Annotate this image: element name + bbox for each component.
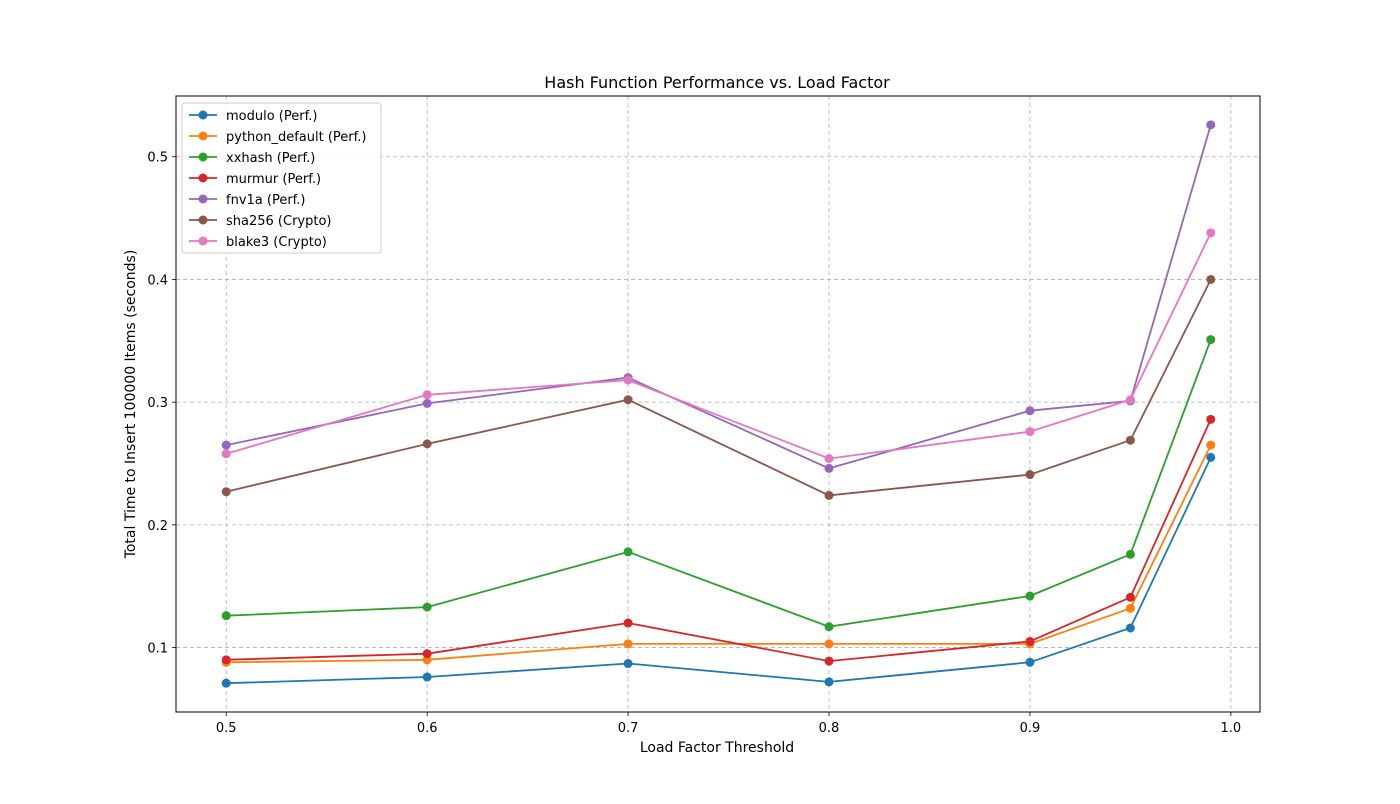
data-point bbox=[1125, 603, 1135, 613]
data-point bbox=[1125, 395, 1135, 405]
data-point bbox=[623, 375, 633, 385]
series-line bbox=[225, 232, 1212, 460]
data-point bbox=[824, 622, 834, 632]
data-point bbox=[1125, 549, 1135, 559]
y-tick-label: 0.1 bbox=[147, 642, 168, 657]
data-point bbox=[623, 547, 633, 557]
data-point bbox=[221, 487, 231, 497]
legend-label: blake3 (Crypto) bbox=[226, 235, 327, 250]
legend-label: fnv1a (Perf.) bbox=[226, 193, 306, 208]
plot-area-frame bbox=[175, 95, 1261, 713]
legend: modulo (Perf.) python_default (Perf.) xxha… bbox=[181, 102, 382, 254]
data-point bbox=[422, 398, 432, 408]
legend-item: sha256 (Crypto) bbox=[189, 214, 332, 229]
x-tick-label: 0.6 bbox=[417, 721, 438, 736]
chart-title: Hash Function Performance vs. Load Facto… bbox=[544, 73, 890, 92]
y-tick-label: 0.2 bbox=[147, 519, 168, 534]
data-point bbox=[824, 463, 834, 473]
legend-item: python_default (Perf.) bbox=[189, 130, 366, 145]
series-5 bbox=[221, 274, 1216, 500]
series-line bbox=[225, 279, 1212, 497]
data-point bbox=[1125, 592, 1135, 602]
x-tick-label: 0.8 bbox=[819, 721, 840, 736]
series-6 bbox=[221, 228, 1216, 464]
data-point bbox=[422, 390, 432, 400]
series-line bbox=[226, 444, 1212, 664]
legend-item: fnv1a (Perf.) bbox=[189, 193, 306, 208]
data-point bbox=[1206, 120, 1216, 130]
data-point bbox=[1025, 470, 1035, 480]
legend-marker-swatch bbox=[198, 173, 208, 183]
legend-marker-swatch bbox=[198, 215, 208, 225]
x-tick-label: 0.7 bbox=[618, 721, 639, 736]
data-point bbox=[623, 639, 633, 649]
data-point bbox=[1206, 335, 1216, 345]
data-point bbox=[221, 678, 231, 688]
data-point bbox=[1125, 435, 1135, 445]
data-point bbox=[221, 655, 231, 665]
data-point bbox=[824, 656, 834, 666]
axes: 0.5 0.6 0.7 0.8 0.9 1.0 0.1 0.2 0.3 0.4 0.5 bbox=[147, 95, 1261, 736]
x-tick-label: 0.5 bbox=[216, 721, 237, 736]
y-tick-label: 0.5 bbox=[147, 151, 168, 166]
data-point bbox=[623, 395, 633, 405]
data-point bbox=[1206, 440, 1216, 450]
data-point bbox=[221, 611, 231, 621]
data-point bbox=[422, 672, 432, 682]
series-line bbox=[226, 418, 1212, 663]
data-point bbox=[1206, 452, 1216, 462]
legend-marker-swatch bbox=[198, 194, 208, 204]
y-tick-label: 0.4 bbox=[147, 273, 168, 288]
legend-item: blake3 (Crypto) bbox=[189, 235, 327, 250]
x-tick-label: 0.9 bbox=[1020, 721, 1041, 736]
legend-label: xxhash (Perf.) bbox=[226, 151, 315, 166]
y-axis-label: Total Time to Insert 100000 Items (secon… bbox=[123, 250, 139, 560]
data-point bbox=[824, 639, 834, 649]
legend-marker-swatch bbox=[198, 236, 208, 246]
data-point bbox=[422, 649, 432, 659]
series-line bbox=[226, 457, 1212, 685]
legend-marker-swatch bbox=[198, 110, 208, 120]
legend-label: modulo (Perf.) bbox=[226, 109, 317, 124]
data-point bbox=[1025, 591, 1035, 601]
series-2 bbox=[221, 335, 1216, 632]
legend-marker-swatch bbox=[198, 131, 208, 141]
series-line bbox=[226, 339, 1212, 628]
data-point bbox=[1206, 274, 1216, 284]
data-point bbox=[422, 602, 432, 612]
data-point bbox=[623, 659, 633, 669]
series-1 bbox=[221, 440, 1216, 667]
series-0 bbox=[221, 452, 1216, 688]
data-point bbox=[422, 439, 432, 449]
legend-item: murmur (Perf.) bbox=[189, 172, 321, 187]
data-point bbox=[1206, 414, 1216, 424]
legend-label: sha256 (Crypto) bbox=[226, 214, 332, 229]
data-point bbox=[623, 618, 633, 628]
data-point bbox=[221, 449, 231, 459]
series-lines bbox=[221, 120, 1216, 688]
x-tick-label: 1.0 bbox=[1221, 721, 1242, 736]
data-point bbox=[1125, 623, 1135, 633]
data-point bbox=[824, 454, 834, 464]
data-point bbox=[1025, 636, 1035, 646]
legend-label: murmur (Perf.) bbox=[226, 172, 321, 187]
legend-marker-swatch bbox=[198, 152, 208, 162]
data-point bbox=[221, 440, 231, 450]
data-point bbox=[1025, 657, 1035, 667]
data-point bbox=[824, 490, 834, 500]
legend-box bbox=[181, 102, 382, 254]
data-point bbox=[1206, 228, 1216, 238]
series-3 bbox=[221, 414, 1216, 666]
data-point bbox=[1025, 427, 1035, 437]
y-tick-label: 0.3 bbox=[147, 396, 168, 411]
legend-item: xxhash (Perf.) bbox=[189, 151, 315, 166]
legend-item: modulo (Perf.) bbox=[189, 109, 317, 124]
data-point bbox=[824, 677, 834, 687]
data-point bbox=[1025, 406, 1035, 416]
legend-label: python_default (Perf.) bbox=[226, 130, 366, 145]
x-axis-label: Load Factor Threshold bbox=[640, 740, 794, 756]
